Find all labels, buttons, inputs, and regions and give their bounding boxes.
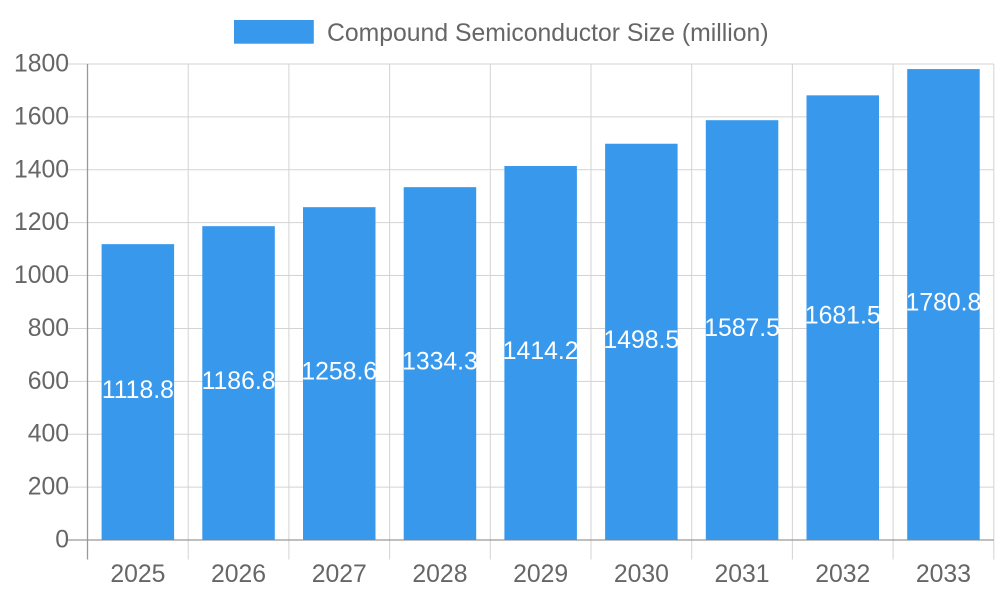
svg-text:1118.8: 1118.8 [102, 377, 174, 404]
svg-text:1400: 1400 [14, 156, 69, 183]
svg-text:1600: 1600 [14, 103, 69, 130]
svg-text:400: 400 [28, 421, 69, 448]
svg-text:2033: 2033 [916, 561, 971, 588]
svg-text:800: 800 [28, 315, 69, 342]
svg-text:2029: 2029 [513, 561, 568, 588]
svg-text:600: 600 [28, 368, 69, 395]
svg-text:1258.6: 1258.6 [301, 359, 377, 386]
svg-text:1587.5: 1587.5 [704, 315, 780, 342]
svg-text:0: 0 [55, 527, 69, 554]
svg-text:2032: 2032 [815, 561, 870, 588]
svg-text:1000: 1000 [14, 262, 69, 289]
svg-text:2025: 2025 [110, 561, 165, 588]
svg-text:2031: 2031 [715, 561, 770, 588]
svg-text:2027: 2027 [312, 561, 367, 588]
svg-text:200: 200 [28, 474, 69, 501]
svg-text:1780.8: 1780.8 [906, 290, 982, 317]
svg-text:1200: 1200 [14, 209, 69, 236]
svg-text:1414.2: 1414.2 [503, 338, 579, 365]
svg-text:2028: 2028 [412, 561, 467, 588]
svg-text:2030: 2030 [614, 561, 669, 588]
svg-text:2026: 2026 [211, 561, 266, 588]
svg-text:Compound Semiconductor Size (m: Compound Semiconductor Size (million) [327, 20, 769, 47]
svg-text:1800: 1800 [14, 51, 69, 78]
svg-text:1681.5: 1681.5 [805, 303, 881, 330]
svg-text:1186.8: 1186.8 [202, 368, 276, 395]
svg-text:1498.5: 1498.5 [603, 327, 679, 354]
svg-text:1334.3: 1334.3 [402, 349, 478, 376]
